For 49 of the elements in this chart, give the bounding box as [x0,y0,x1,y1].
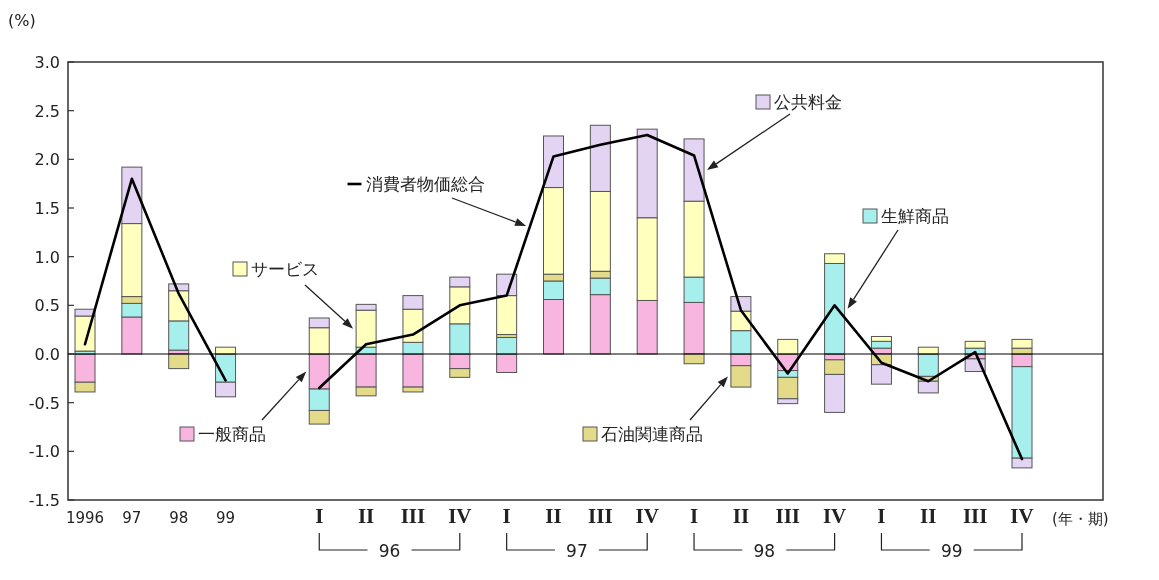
x-tick-label: I [877,504,886,528]
y-tick-label: 2.0 [34,150,60,170]
x-tick-label: II [732,504,750,528]
x-tick-label: IV [822,504,847,528]
x-tick-label: I [689,504,699,528]
x-tick-label: IV [635,504,659,528]
y-tick-label: 2.5 [34,101,60,121]
y-tick-label: 0.0 [34,345,60,364]
bar [777,338,799,355]
x-tick-label: 97 [122,509,142,527]
y-tick-label: 1.5 [34,199,60,218]
x-tick-label: II [920,504,937,528]
legend-label: 公共料金 [774,92,842,112]
bar [917,380,939,394]
legend-label: サービス [251,259,319,279]
x-axis-title: (年・期) [1052,510,1109,528]
y-tick-label: -1.5 [28,491,60,510]
legend-label: 石油関連商品 [601,424,703,444]
text: 97 [566,541,588,561]
text: 99 [940,541,963,561]
legend-label: 消費者物価総合 [365,174,485,194]
x-tick-label: III [962,504,988,528]
y-tick-label: 1.0 [34,247,60,267]
y-tick-label: -0.5 [28,393,60,413]
x-tick-label: 98 [169,509,189,527]
y-tick-label: 3.0 [34,53,60,72]
legend-label: 生鮮商品 [881,206,949,226]
legend-label: 一般商品 [198,424,266,444]
x-tick-label: IV [448,504,472,528]
bar [496,353,518,373]
x-tick-label: III [775,504,801,528]
y-tick-label: -1.0 [28,442,60,462]
x-tick-label: 99 [216,509,236,527]
x-tick-label: III [588,504,613,528]
x-tick-label: II [545,504,562,528]
bar [870,340,892,349]
y-tick-label: 0.5 [34,296,60,316]
y-axis-title: (%) [8,11,36,30]
text: 98 [753,541,776,561]
x-tick-label: III [400,504,426,528]
x-tick-label: II [357,504,375,528]
bar [964,340,986,349]
bar [168,353,190,370]
x-tick-label: IV [1010,504,1034,528]
x-tick-label: I [315,504,324,528]
text: 96 [378,541,401,561]
x-tick-label: I [502,504,511,528]
bar [1011,338,1033,349]
x-tick-label: 1996 [65,509,105,527]
